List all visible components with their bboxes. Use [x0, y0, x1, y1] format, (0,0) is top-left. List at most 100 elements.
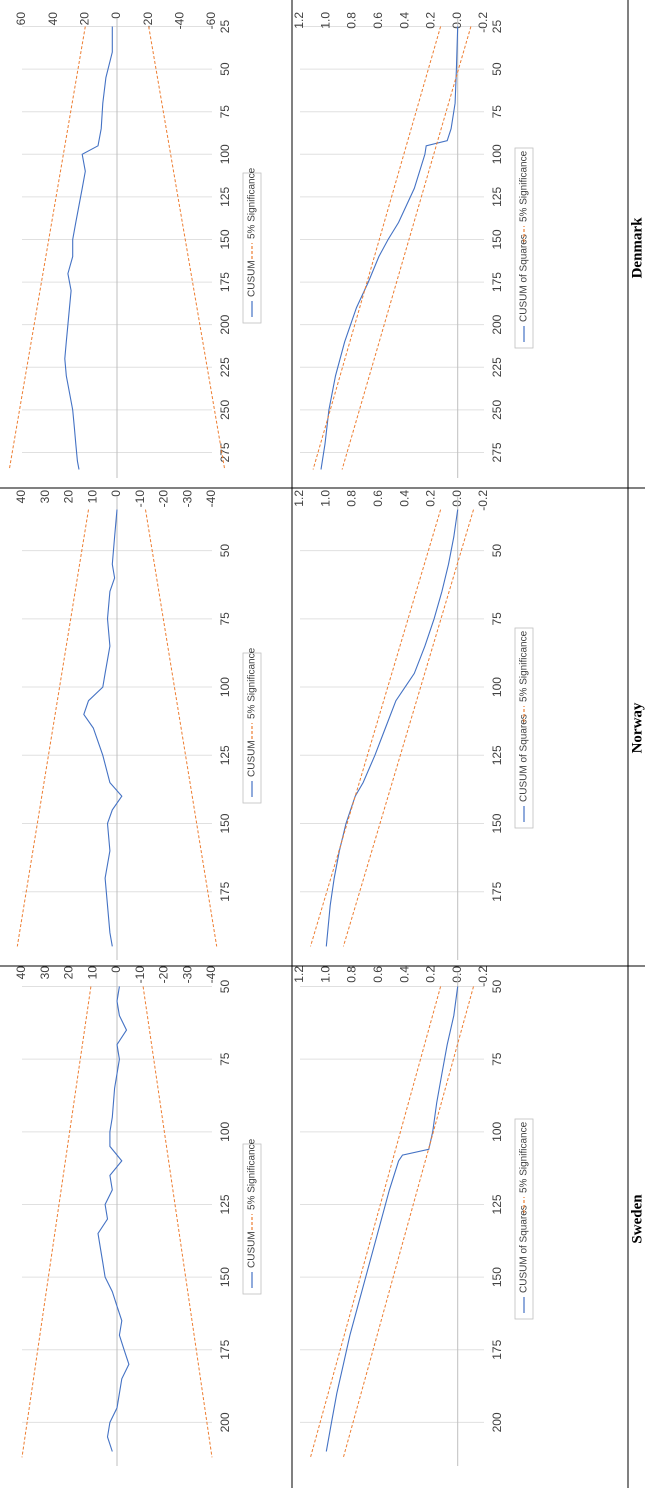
y-tick-label: 0.4: [397, 966, 411, 983]
x-tick-label: 50: [490, 62, 504, 76]
x-tick-label: 275: [218, 442, 232, 462]
y-tick-label: 1.0: [318, 966, 332, 983]
legend-label: CUSUM of Squares: [519, 234, 530, 322]
y-tick-label: 0.8: [345, 12, 359, 29]
x-tick-label: 25: [218, 20, 232, 34]
y-tick-label: 40: [14, 966, 28, 980]
x-tick-label: 100: [218, 1121, 232, 1141]
x-tick-label: 175: [218, 881, 232, 901]
y-tick-label: -40: [173, 12, 187, 30]
y-tick-label: 1.2: [292, 490, 306, 507]
x-tick-label: 250: [218, 400, 232, 420]
chart-panel-1: 25 50 75 100 125 150 175 200 225 250 275 1.2 1.0 0.8 0…: [292, 12, 534, 478]
x-tick-label: 125: [218, 187, 232, 207]
x-tick-label: 50: [218, 62, 232, 76]
x-tick-label: 125: [490, 745, 504, 765]
x-tick-label: 50: [218, 544, 232, 558]
y-tick-label: 0.8: [345, 966, 359, 983]
x-tick-label: 200: [490, 1412, 504, 1432]
x-tick-label: 50: [490, 544, 504, 558]
y-tick-label: -0.2: [476, 490, 490, 511]
y-tick-label: 60: [14, 12, 28, 26]
y-tick-label: 0.0: [450, 966, 464, 983]
legend-label: 5% Significance: [519, 1121, 530, 1193]
y-tick-label: 1.2: [292, 966, 306, 983]
y-tick-label: 30: [38, 490, 52, 504]
country-label: Denmark: [629, 217, 645, 278]
x-tick-label: 100: [218, 677, 232, 697]
x-tick-label: 100: [490, 677, 504, 697]
legend: CUSUM of Squares 5% Significance: [514, 1118, 534, 1320]
y-tick-label: -0.2: [476, 966, 490, 987]
y-tick-label: -30: [180, 490, 194, 508]
x-tick-label: 150: [218, 1267, 232, 1287]
significance-line: [142, 986, 213, 1458]
legend-label: CUSUM: [247, 740, 258, 777]
x-tick-label: 125: [490, 1194, 504, 1214]
legend-box: [514, 627, 534, 829]
x-tick-label: 75: [218, 105, 232, 119]
y-tick-label: 0.6: [371, 966, 385, 983]
cusum-line: [83, 509, 123, 947]
cusum-squares-line: [325, 986, 459, 1452]
x-tick-label: 175: [490, 881, 504, 901]
cusum-line: [64, 26, 113, 470]
significance-line: [21, 986, 92, 1458]
significance-line: [341, 26, 472, 470]
x-tick-label: 175: [218, 272, 232, 292]
significance-line: [342, 986, 474, 1458]
y-tick-label: -30: [180, 966, 194, 984]
y-tick-label: 0.8: [345, 490, 359, 507]
significance-line: [310, 509, 442, 947]
y-tick-label: -40: [204, 490, 218, 508]
significance-line: [16, 509, 89, 947]
x-tick-label: 75: [490, 612, 504, 626]
chart-panel-5: 50 75 100 125 150 175 200 1.2 1.0 0.8 0.6 0.4 0.2 0.0…: [292, 966, 534, 1466]
y-tick-label: 0.6: [371, 12, 385, 29]
y-tick-label: 20: [62, 490, 76, 504]
y-tick-label: 30: [38, 966, 52, 980]
y-tick-label: 20: [78, 12, 92, 26]
y-tick-label: 0.2: [424, 966, 438, 983]
y-tick-label: 20: [62, 966, 76, 980]
significance-line: [310, 986, 442, 1458]
y-tick-label: 1.0: [318, 12, 332, 29]
legend-label: CUSUM of Squares: [519, 1205, 530, 1293]
country-label: Norway: [629, 702, 645, 753]
y-tick-label: 10: [85, 490, 99, 504]
significance-line: [145, 509, 218, 947]
chart-panel-3: 50 75 100 125 150 175 1.2 1.0 0.8 0.6 0.4 0.2 0.0 -0.…: [292, 490, 534, 960]
y-tick-label: 40: [14, 490, 28, 504]
x-tick-label: 175: [218, 1339, 232, 1359]
y-tick-label: -10: [133, 966, 147, 984]
y-tick-label: -20: [157, 490, 171, 508]
x-tick-label: 75: [218, 612, 232, 626]
legend-label: 5% Significance: [247, 1138, 258, 1210]
x-tick-label: 200: [490, 314, 504, 334]
y-tick-label: 40: [46, 12, 60, 26]
x-tick-label: 75: [218, 1052, 232, 1066]
legend-label: CUSUM: [247, 1231, 258, 1268]
x-tick-label: 75: [490, 1052, 504, 1066]
y-tick-label: 0.6: [371, 490, 385, 507]
x-tick-label: 150: [218, 813, 232, 833]
x-tick-label: 250: [490, 400, 504, 420]
x-tick-label: 100: [490, 1121, 504, 1141]
x-tick-label: 200: [218, 1412, 232, 1432]
country-label: Sweden: [629, 1194, 645, 1244]
x-tick-label: 150: [218, 229, 232, 249]
legend-label: 5% Significance: [247, 647, 258, 719]
x-tick-label: 25: [490, 20, 504, 34]
x-tick-label: 225: [218, 357, 232, 377]
y-tick-label: 10: [85, 966, 99, 980]
cusum-line: [97, 986, 130, 1452]
y-tick-label: 1.0: [318, 490, 332, 507]
significance-line: [8, 26, 86, 470]
legend-label: CUSUM: [247, 260, 258, 297]
legend-label: 5% Significance: [519, 150, 530, 222]
y-tick-label: 0: [109, 966, 123, 973]
significance-line: [148, 26, 226, 470]
y-tick-label: 0.0: [450, 490, 464, 507]
